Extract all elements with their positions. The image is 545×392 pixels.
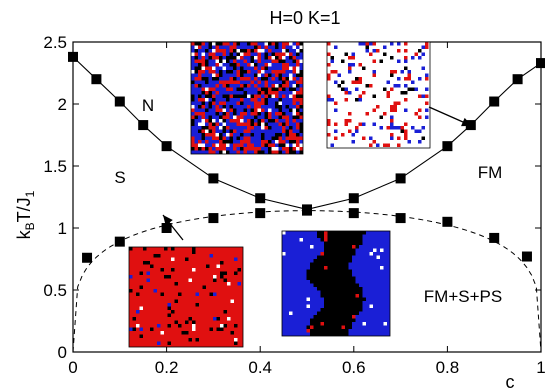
data-point-series2-2	[161, 223, 172, 233]
inset-2-border	[326, 41, 431, 149]
dashed-curve	[72, 210, 542, 353]
inset-1	[190, 41, 304, 155]
inset-3-pixels-1	[129, 247, 241, 345]
x-tick-label-0: 0	[68, 358, 77, 377]
arrow-to-fm-head	[461, 117, 472, 127]
inset-4-border	[281, 230, 391, 337]
region-label-s: S	[114, 168, 125, 187]
data-point-series2-5	[302, 205, 312, 216]
data-point-series1-9	[395, 173, 406, 184]
solid-curve	[72, 56, 542, 210]
y-tick-label-4: 2	[58, 95, 67, 114]
data-point-series1-8	[348, 193, 359, 204]
data-point-series1-12	[489, 96, 500, 107]
inset-1-border	[190, 41, 304, 155]
arrow-to-s-head	[163, 215, 173, 226]
x-tick-label-4: 0.8	[436, 358, 460, 377]
data-point-series2-1	[114, 236, 125, 247]
data-point-series1-6	[255, 193, 266, 204]
y-axis-label-rest: T/J	[14, 197, 34, 222]
data-point-series1-10	[442, 141, 453, 152]
x-axis-label: c	[506, 372, 515, 392]
y-axis-label-main: k	[14, 229, 34, 239]
y-tick-label-0: 0	[58, 343, 67, 362]
data-point-series1-3	[138, 120, 149, 131]
data-point-series2-3	[208, 213, 219, 224]
data-point-series1-1	[91, 74, 102, 85]
region-label-n: N	[142, 96, 154, 115]
annotation-arrows	[162, 106, 473, 241]
x-tick-label-1: 0.2	[155, 358, 179, 377]
inset-4	[281, 230, 391, 337]
y-axis-label-sub2: 1	[23, 190, 37, 197]
y-axis-label: kBT/J1	[14, 190, 37, 239]
y-tick-label-1: 0.5	[43, 281, 67, 300]
x-tick-label-2: 0.4	[248, 358, 272, 377]
inset-2	[326, 41, 431, 149]
inset-3-border	[128, 246, 244, 348]
inset-1-pixels-3	[191, 42, 303, 154]
region-label-fm: FM	[478, 163, 503, 182]
inset-images	[128, 41, 431, 348]
data-point-series1-4	[161, 141, 172, 152]
inset-2-pixels-3	[330, 45, 425, 140]
y-tick-label-3: 1.5	[43, 157, 67, 176]
inset-2-pixels-1	[327, 42, 429, 147]
x-tick-label-3: 0.6	[342, 358, 366, 377]
data-point-series1-2	[114, 96, 125, 107]
data-point-series2-7	[395, 213, 406, 224]
data-point-series2-9	[489, 232, 500, 243]
region-label-fm-s-ps: FM+S+PS	[424, 287, 502, 306]
axes-frame	[72, 41, 542, 353]
data-point-series2-6	[348, 208, 359, 219]
y-tick-label-2: 1	[58, 219, 67, 238]
data-point-series2-0	[82, 252, 93, 263]
data-point-series2-10	[521, 251, 532, 262]
data-point-series2-4	[255, 208, 266, 219]
inset-3	[128, 246, 244, 348]
data-point-series2-8	[442, 216, 453, 227]
data-point-series1-13	[512, 74, 523, 85]
data-point-series1-5	[208, 173, 219, 184]
inset-4-pixels-1	[306, 231, 366, 336]
x-tick-label-5: 1	[536, 358, 545, 377]
y-tick-label-5: 2.5	[43, 33, 67, 52]
chart-title: H=0 K=1	[269, 8, 340, 28]
y-axis-label-sub: B	[23, 222, 37, 230]
